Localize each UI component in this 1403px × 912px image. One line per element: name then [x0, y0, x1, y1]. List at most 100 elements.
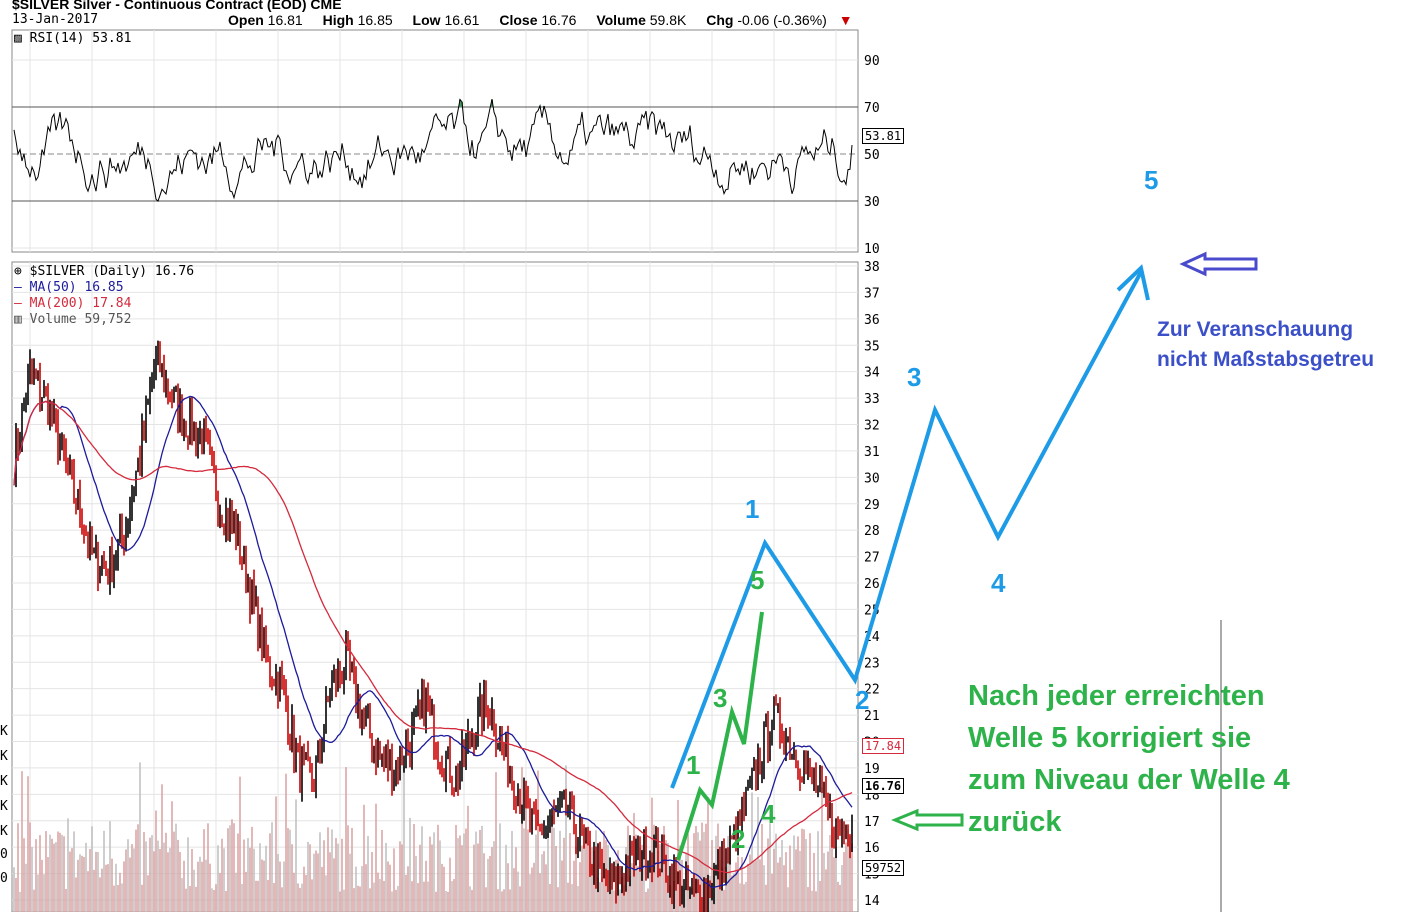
price-tick-label: 36 [864, 313, 880, 328]
volume-bar [575, 846, 577, 912]
volume-bar [159, 849, 161, 912]
volume-bar [569, 833, 571, 912]
volume-bar [371, 851, 373, 912]
volume-bar [491, 847, 493, 912]
volume-bar [771, 873, 773, 912]
volume-bar [217, 845, 219, 912]
chg-value: -0.06 (-0.36%) [737, 12, 827, 28]
price-tick-label: 26 [864, 577, 880, 592]
volume-bar [553, 827, 555, 912]
volume-bar [381, 829, 383, 912]
volume-bar [225, 890, 227, 912]
price-tick-label: 30 [864, 471, 880, 486]
high-label: High [322, 12, 354, 28]
volume-bar [287, 828, 289, 912]
volume-bar [231, 819, 233, 912]
price-tick-label: 16 [864, 841, 880, 856]
volume-bar [177, 839, 179, 912]
volume-bar [199, 856, 201, 912]
price-legend: ⊕ $SILVER (Daily) 16.76 [14, 264, 195, 279]
volume-bar [755, 860, 757, 912]
volume-bar [321, 866, 323, 912]
volume-bar [829, 835, 831, 912]
volume-bar [661, 869, 663, 912]
volume-bar [99, 877, 101, 912]
volume-bar [691, 887, 693, 912]
close-value: 16.76 [541, 12, 577, 28]
volume-bar [207, 823, 209, 912]
volume-bar [315, 850, 317, 912]
volume-bar [197, 861, 199, 912]
volume-bar [481, 825, 483, 912]
volume-bar [443, 866, 445, 912]
volume-bar [729, 829, 731, 912]
volume-bar [457, 838, 459, 912]
rsi-panel-frame [11, 29, 859, 253]
volume-bar [277, 854, 279, 912]
volume-bar [319, 832, 321, 912]
volume-bar [273, 882, 275, 912]
volume-bar [183, 860, 185, 912]
volume-bar [117, 885, 119, 912]
volume-bar [601, 876, 603, 912]
volume-bar [339, 891, 341, 912]
volume-bar [437, 824, 439, 912]
volume-bar [121, 883, 123, 912]
volume-bar [355, 866, 357, 912]
volume-bar [299, 887, 301, 912]
volume-bar [699, 840, 701, 912]
volume-bar [361, 866, 363, 912]
volume-bar [325, 875, 327, 912]
volume-bar [587, 844, 589, 912]
volume-bar [751, 792, 753, 912]
blue-arrowhead [1116, 264, 1150, 301]
volume-bar [213, 890, 215, 912]
note-text: Zur Veranschauung nicht Maßstabsgetreu [1157, 315, 1374, 375]
volume-bar [427, 881, 429, 912]
ma50-line [13, 395, 853, 889]
correction-text: Nach jeder erreichten Welle 5 korrigiert… [968, 675, 1290, 843]
volume-bar [597, 877, 599, 912]
volume-bar [453, 879, 455, 912]
volume-bar [139, 762, 141, 912]
volume-bar [513, 868, 515, 912]
volume-bar [465, 828, 467, 912]
volume-bar [531, 867, 533, 912]
volume-bar [397, 885, 399, 912]
volume-bar [303, 866, 305, 912]
volume-bar [591, 847, 593, 912]
volume-bar [657, 850, 659, 912]
volume-bar [131, 844, 133, 912]
volume-bar [643, 829, 645, 912]
volume-bar [441, 863, 443, 912]
volume-bar [841, 865, 843, 912]
volume-legend: ▥ Volume 59,752 [14, 312, 132, 327]
left-axis-label: K [0, 724, 8, 739]
volume-bar [505, 844, 507, 912]
volume-bar [529, 874, 531, 912]
volume-bar [271, 822, 273, 912]
volume-bar [525, 789, 527, 912]
volume-bar [73, 831, 75, 912]
volume-bar [335, 838, 337, 912]
left-axis-label: K [0, 799, 8, 814]
rsi-line [13, 98, 853, 202]
volume-bar [309, 844, 311, 912]
volume-bar [645, 891, 647, 912]
volume-bar [825, 869, 827, 912]
price-tick-label: 32 [864, 419, 880, 434]
volume-bar [125, 849, 127, 912]
volume-bar [97, 852, 99, 912]
volume-bar [83, 857, 85, 912]
volume-bar [171, 801, 173, 912]
volume-bar [469, 886, 471, 912]
volume-bar [305, 874, 307, 912]
volume-bar [809, 833, 811, 912]
volume-bar [169, 847, 171, 912]
volume-bar [807, 887, 809, 912]
volume-bar [313, 853, 315, 912]
volume-bar [415, 855, 417, 912]
blue-wave-4-label: 4 [991, 568, 1006, 598]
volume-bar [65, 889, 67, 912]
low-label: Low [412, 12, 441, 28]
